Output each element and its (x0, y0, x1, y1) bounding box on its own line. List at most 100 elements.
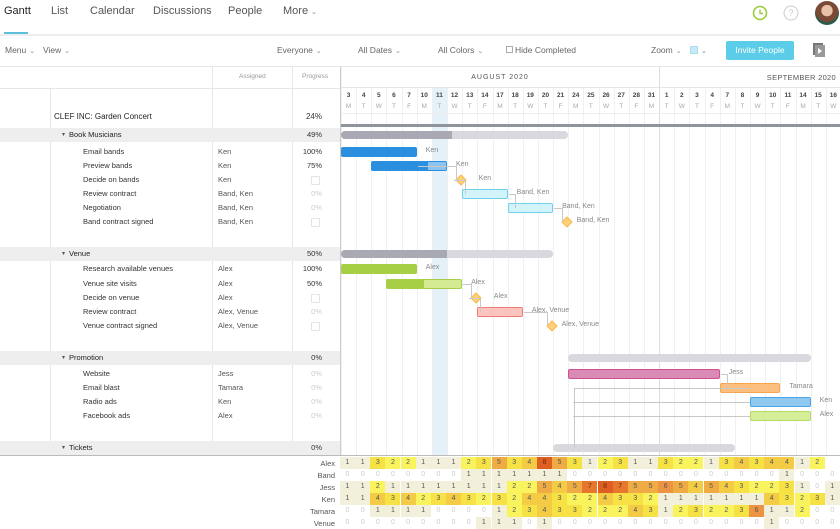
task-bar[interactable] (386, 279, 463, 289)
task-bar[interactable] (568, 369, 720, 379)
task-row[interactable]: Decide on bands Ken (0, 173, 340, 187)
task-bar[interactable] (507, 203, 554, 213)
color-picker[interactable]: ⌄ (690, 45, 707, 55)
day-number: 19 (526, 92, 534, 99)
task-row[interactable]: Review contract Band, Ken 0% (0, 187, 340, 201)
workload-cell: 0 (597, 469, 613, 481)
task-row[interactable]: Negotiation Band, Ken 0% (0, 201, 340, 215)
milestone-label: Alex (493, 293, 508, 300)
workload-cell: 1 (491, 469, 507, 481)
group-summary-bar[interactable] (553, 444, 735, 452)
day-gridline (765, 88, 767, 455)
menu-dropdown[interactable]: Menu ⌄ (5, 45, 35, 55)
tab-gantt[interactable]: Gantt (4, 5, 31, 17)
weekday-letter: T (740, 103, 745, 110)
group-summary-bar[interactable] (341, 131, 569, 139)
presentation-icon[interactable] (812, 42, 826, 58)
milestone-checkbox[interactable] (311, 322, 320, 331)
task-row[interactable]: Band contract signed Band, Ken (0, 215, 340, 229)
task-row[interactable]: Venue site visits Alex 50% (0, 277, 340, 291)
milestone-checkbox[interactable] (311, 294, 320, 303)
group-row[interactable]: ▾ Promotion 0% (0, 351, 340, 365)
workload-cell: 3 (733, 481, 749, 493)
task-bar[interactable] (462, 189, 508, 199)
view-dropdown[interactable]: View ⌄ (43, 45, 70, 55)
milestone-checkbox[interactable] (311, 176, 320, 185)
day-gridline (598, 88, 600, 455)
collapse-triangle-icon[interactable]: ▾ (62, 355, 66, 361)
hide-completed-toggle[interactable]: Hide Completed (506, 45, 576, 55)
weekday-letter: T (694, 103, 699, 110)
group-row[interactable]: ▾ Tickets 0% (0, 441, 340, 455)
workload-cell: 3 (552, 493, 568, 505)
group-summary-bar[interactable] (568, 354, 811, 362)
workload-cell: 0 (415, 469, 431, 481)
workload-cell: 2 (597, 505, 613, 517)
task-row[interactable]: Decide on venue Alex (0, 291, 340, 305)
task-bar-label: Tamara (789, 383, 813, 390)
task-row[interactable]: Preview bands Ken 75% (0, 159, 340, 173)
avatar[interactable] (815, 1, 839, 25)
workload-cell: 4 (764, 493, 780, 505)
collapse-triangle-icon[interactable]: ▾ (62, 251, 66, 257)
workload-cell: 1 (491, 517, 507, 529)
task-bar[interactable] (750, 397, 811, 407)
workload-cell: 1 (779, 505, 795, 517)
task-bar[interactable] (477, 307, 523, 317)
workload-cell: 3 (779, 493, 795, 505)
group-summary-bar[interactable] (341, 250, 554, 258)
invite-people-button[interactable]: Invite People (726, 41, 794, 60)
project-row[interactable]: CLEF INC: Garden Concert 24% (0, 110, 340, 124)
task-row[interactable]: Review contract Alex, Venue 0% (0, 305, 340, 319)
zoom-dropdown[interactable]: Zoom ⌄ (651, 45, 682, 55)
workload-cell: 0 (567, 469, 583, 481)
tab-more[interactable]: More ⌄ (283, 5, 317, 17)
everyone-filter[interactable]: Everyone ⌄ (277, 45, 322, 55)
workload-cell: 0 (688, 517, 704, 529)
collapse-triangle-icon[interactable]: ▾ (62, 132, 66, 138)
tab-calendar[interactable]: Calendar (90, 5, 135, 17)
weekday-letter: T (543, 103, 548, 110)
task-bar[interactable] (341, 147, 417, 157)
task-row[interactable]: Website Jess 0% (0, 367, 340, 381)
milestone-label: Band, Ken (576, 217, 610, 224)
task-bar-label: Alex (425, 264, 440, 271)
day-gridline (522, 88, 524, 455)
milestone-checkbox[interactable] (311, 218, 320, 227)
group-row[interactable]: ▾ Book Musicians 49% (0, 128, 340, 142)
task-row[interactable]: Facebook ads Alex 0% (0, 409, 340, 423)
task-row[interactable]: Venue contract signed Alex, Venue (0, 319, 340, 333)
help-icon[interactable]: ? (783, 5, 799, 21)
hide-completed-checkbox[interactable] (506, 46, 513, 53)
workload-cell: 5 (552, 457, 568, 469)
task-row[interactable]: Research available venues Alex 100% (0, 262, 340, 276)
dependency-connector (720, 374, 728, 388)
workload-cell: 3 (370, 457, 386, 469)
dates-filter[interactable]: All Dates ⌄ (358, 45, 401, 55)
tab-discussions[interactable]: Discussions (153, 5, 212, 17)
group-row[interactable]: ▾ Venue 50% (0, 247, 340, 261)
task-assigned: Alex (218, 264, 233, 273)
workload-cell: 7 (582, 481, 598, 493)
workload-cell: 0 (612, 517, 628, 529)
tab-people[interactable]: People (228, 5, 263, 17)
task-bar[interactable] (750, 411, 811, 421)
workload-cell: 1 (521, 469, 537, 481)
workload-cell: 2 (764, 481, 780, 493)
task-row[interactable]: Radio ads Ken 0% (0, 395, 340, 409)
clock-icon[interactable] (752, 5, 768, 21)
workload-cell: 0 (476, 505, 492, 517)
task-row[interactable]: Email blast Tamara 0% (0, 381, 340, 395)
gantt-chart[interactable]: AUGUST 2020 3 M 4 T 5 W 6 T 7 F 10 M 11 T 12 W 13 T 14 F 17 M… (340, 67, 840, 455)
progress-column-header: Progress (302, 73, 329, 80)
task-row[interactable]: Email bands Ken 100% (0, 145, 340, 159)
workload-cell: 5 (643, 481, 659, 493)
everyone-label: Everyone (277, 45, 313, 55)
collapse-triangle-icon[interactable]: ▾ (62, 445, 66, 451)
task-bar[interactable] (341, 264, 417, 274)
workload-cell: 4 (521, 493, 537, 505)
colors-filter[interactable]: All Colors ⌄ (438, 45, 483, 55)
workload-cell: 0 (688, 469, 704, 481)
workload-cell: 0 (718, 517, 734, 529)
tab-list[interactable]: List (51, 5, 69, 17)
